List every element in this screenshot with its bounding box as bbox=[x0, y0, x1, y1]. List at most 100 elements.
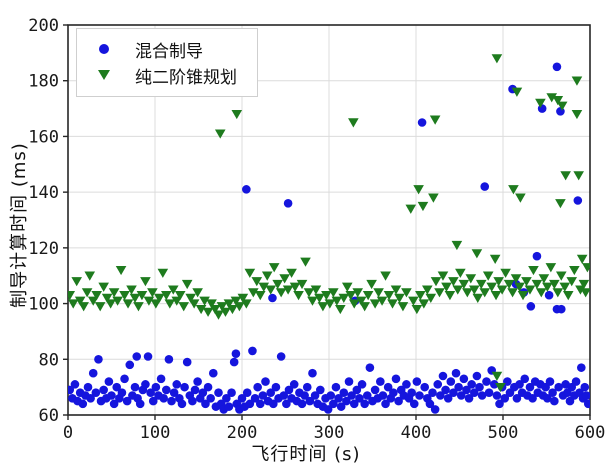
socp-point bbox=[321, 291, 332, 301]
y-tick-label: 200 bbox=[28, 16, 59, 36]
socp-point bbox=[234, 302, 245, 312]
hybrid-point bbox=[308, 368, 317, 378]
socp-point bbox=[415, 291, 426, 301]
socp-point bbox=[286, 268, 297, 278]
hybrid-point bbox=[342, 396, 351, 406]
socp-point bbox=[296, 279, 308, 290]
x-tick-label: 0 bbox=[63, 423, 73, 443]
socp-point bbox=[293, 291, 304, 301]
socp-point bbox=[164, 299, 176, 309]
socp-point bbox=[515, 193, 526, 203]
hybrid-point bbox=[130, 382, 140, 392]
hybrid-point bbox=[383, 382, 393, 392]
socp-point bbox=[108, 288, 120, 298]
hybrid-point bbox=[482, 377, 491, 386]
x-tick-label: 100 bbox=[140, 423, 171, 443]
hybrid-point bbox=[545, 377, 555, 386]
socp-point bbox=[566, 277, 578, 287]
hybrid-point bbox=[214, 388, 223, 398]
hybrid-point bbox=[467, 380, 476, 389]
socp-point bbox=[535, 98, 546, 108]
hybrid-point bbox=[169, 388, 179, 398]
hybrid-point bbox=[428, 388, 437, 398]
socp-point bbox=[355, 296, 367, 306]
hybrid-point bbox=[305, 396, 315, 406]
hybrid-point bbox=[480, 182, 490, 191]
socp-point bbox=[328, 288, 339, 298]
socp-point bbox=[78, 302, 89, 312]
hybrid-point bbox=[268, 293, 277, 303]
socp-point bbox=[545, 263, 557, 273]
hybrid-point bbox=[297, 399, 307, 409]
socp-point bbox=[555, 199, 566, 209]
hybrid-point bbox=[376, 377, 385, 386]
hybrid-point bbox=[201, 399, 210, 409]
socp-point bbox=[408, 296, 419, 306]
hybrid-point bbox=[326, 391, 336, 400]
socp-point bbox=[373, 288, 384, 298]
socp-point bbox=[569, 265, 580, 276]
y-tick-label: 160 bbox=[28, 127, 59, 147]
socp-point bbox=[559, 282, 571, 292]
socp-point bbox=[465, 274, 477, 284]
legend-label-socp: 纯二阶锥规划 bbox=[135, 67, 237, 88]
socp-point bbox=[517, 291, 529, 301]
hybrid-point bbox=[269, 399, 278, 409]
hybrid-point bbox=[323, 405, 333, 414]
hybrid-point bbox=[528, 393, 537, 403]
socp-point bbox=[272, 279, 283, 290]
socp-point bbox=[206, 299, 217, 309]
socp-point bbox=[303, 288, 315, 298]
socp-point bbox=[413, 185, 424, 195]
x-tick-label: 200 bbox=[227, 423, 258, 443]
hybrid-point bbox=[245, 399, 255, 409]
hybrid-point bbox=[571, 377, 581, 386]
socp-point bbox=[345, 291, 357, 301]
hybrid-point bbox=[525, 382, 535, 392]
x-axis-label: 飞行时间 (s) bbox=[251, 444, 361, 465]
hybrid-point bbox=[456, 391, 466, 400]
hybrid-point bbox=[582, 391, 590, 400]
hybrid-point bbox=[475, 382, 484, 392]
hybrid-point bbox=[438, 371, 448, 381]
hybrid-point bbox=[532, 251, 542, 261]
hybrid-point bbox=[336, 402, 346, 411]
y-axis-label: 制导计算时间 (ms) bbox=[9, 142, 30, 308]
socp-point bbox=[157, 268, 169, 278]
legend-circle-marker-icon bbox=[87, 44, 121, 54]
hybrid-point bbox=[339, 388, 349, 398]
hybrid-point bbox=[573, 196, 583, 205]
hybrid-point bbox=[167, 396, 176, 406]
socp-point bbox=[192, 288, 203, 298]
socp-point bbox=[555, 271, 567, 281]
hybrid-point bbox=[425, 399, 435, 409]
socp-point bbox=[508, 185, 519, 195]
socp-point bbox=[81, 288, 93, 298]
socp-point bbox=[511, 87, 523, 97]
socp-point bbox=[251, 277, 263, 287]
socp-point bbox=[451, 240, 463, 251]
socp-point bbox=[531, 279, 543, 290]
hybrid-point bbox=[250, 393, 260, 403]
hybrid-point bbox=[464, 393, 474, 403]
socp-point bbox=[331, 296, 343, 306]
socp-point bbox=[429, 115, 441, 125]
hybrid-point bbox=[469, 388, 479, 398]
socp-point bbox=[300, 257, 311, 267]
socp-point bbox=[195, 304, 207, 315]
hybrid-point bbox=[172, 380, 182, 389]
socp-point bbox=[452, 285, 464, 295]
hybrid-point bbox=[255, 399, 265, 409]
hybrid-point bbox=[237, 393, 247, 403]
socp-point bbox=[254, 291, 266, 301]
hybrid-point bbox=[253, 382, 262, 392]
hybrid-point bbox=[151, 382, 161, 392]
legend-triangle-marker-icon bbox=[87, 70, 121, 80]
socp-point bbox=[261, 271, 273, 281]
hybrid-point bbox=[242, 388, 252, 398]
hybrid-point bbox=[180, 382, 189, 392]
socp-point bbox=[495, 382, 506, 393]
hybrid-point bbox=[520, 374, 530, 384]
